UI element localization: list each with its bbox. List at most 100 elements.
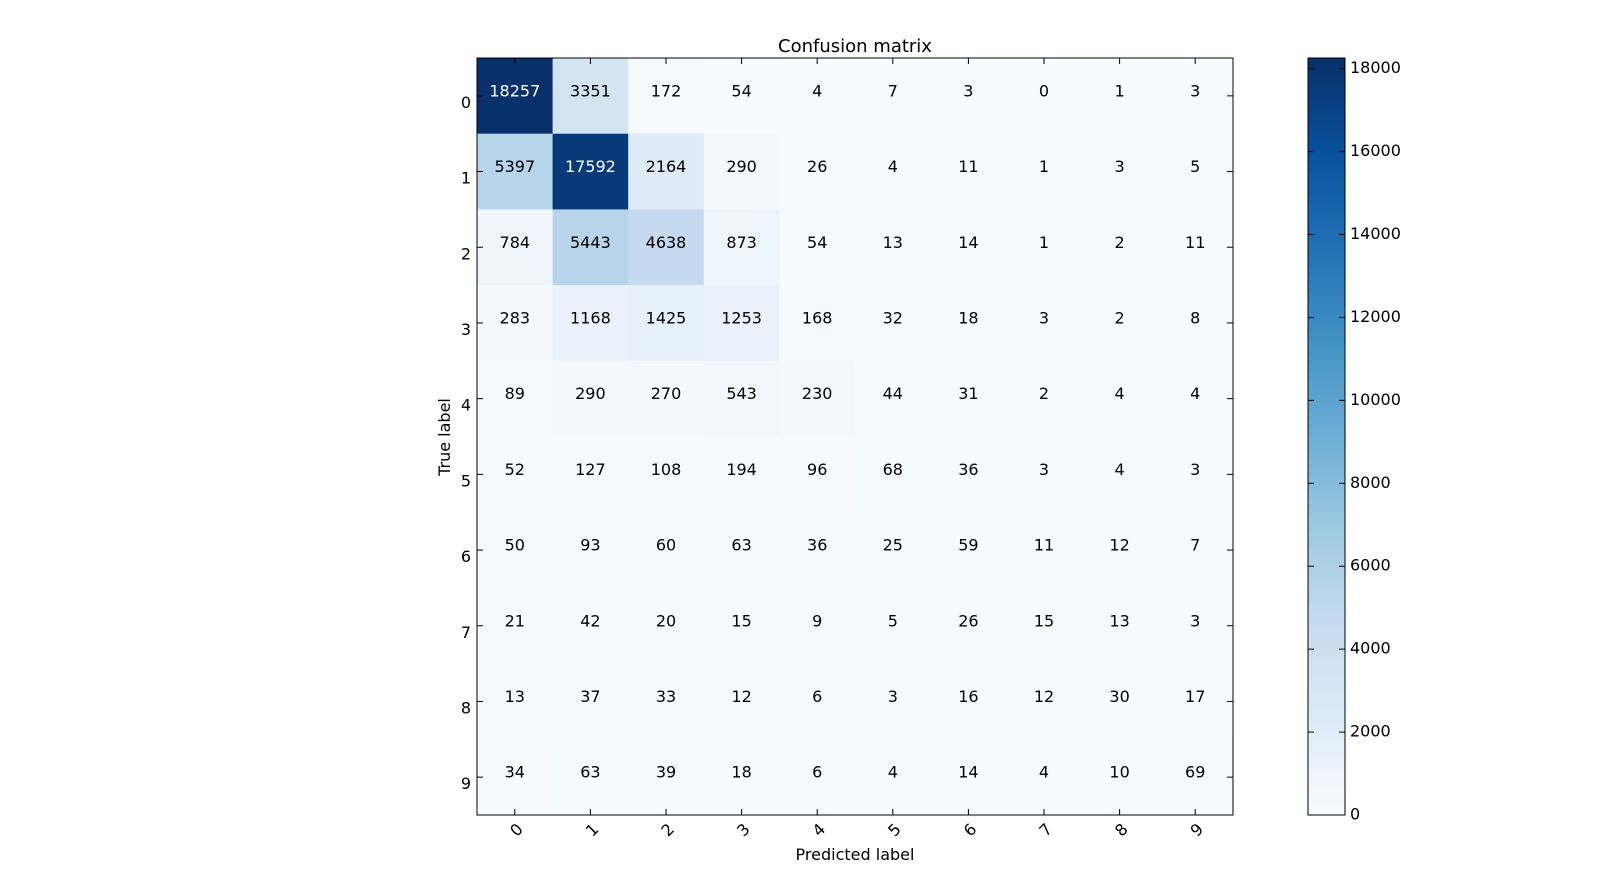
heatmap-cell xyxy=(1081,663,1158,740)
cell-value-label: 3 xyxy=(963,81,973,100)
cell-value-label: 18 xyxy=(731,763,751,782)
cell-value-label: 290 xyxy=(726,157,757,176)
heatmap-cell xyxy=(703,436,780,513)
heatmap-cell xyxy=(779,436,856,513)
cell-value-label: 60 xyxy=(656,536,676,555)
heatmap-cell xyxy=(1081,512,1158,589)
colorbar-ticks: 0 2000 4000 6000 8000 10000 12000 14000 16000 180… xyxy=(1308,58,1401,824)
cell-value-label: 1 xyxy=(1039,157,1049,176)
heatmap-cell xyxy=(552,739,629,816)
y-tick-label: 0 xyxy=(461,93,471,112)
heatmap-cell xyxy=(855,133,932,210)
cell-value-label: 0 xyxy=(1039,81,1049,100)
heatmap-cell xyxy=(703,285,780,362)
colorbar-tick-label: 16000 xyxy=(1350,141,1401,160)
heatmap-cell xyxy=(930,663,1007,740)
cell-value-label: 290 xyxy=(575,384,606,403)
heatmap-cell xyxy=(1157,133,1234,210)
cell-value-label: 69 xyxy=(1185,763,1205,782)
cell-value-label: 5 xyxy=(888,611,898,630)
heatmap-cell xyxy=(703,360,780,437)
cell-value-label: 168 xyxy=(802,308,833,327)
cell-value-label: 31 xyxy=(958,384,978,403)
cell-value-label: 3351 xyxy=(570,81,611,100)
colorbar-tick-label: 2000 xyxy=(1350,722,1391,741)
y-tick-label: 9 xyxy=(461,774,471,793)
cell-value-label: 34 xyxy=(505,763,525,782)
cell-value-label: 52 xyxy=(505,460,525,479)
x-tick-label: 0 xyxy=(506,820,527,841)
cell-value-label: 8 xyxy=(1190,308,1200,327)
heatmap-cell xyxy=(477,587,554,665)
cell-value-label: 9 xyxy=(812,611,822,630)
cell-value-label: 2 xyxy=(1039,384,1049,403)
heatmap-cell xyxy=(855,360,932,437)
heatmap-cell xyxy=(1006,133,1083,210)
cell-value-label: 25 xyxy=(883,536,903,555)
cell-value-label: 11 xyxy=(1034,536,1054,555)
heatmap-cell xyxy=(552,360,629,437)
heatmap-cell xyxy=(552,587,629,665)
heatmap-cell xyxy=(1006,663,1083,740)
cell-value-label: 4 xyxy=(812,81,822,100)
y-tick-label: 3 xyxy=(461,320,471,339)
x-tick-label: 5 xyxy=(884,820,905,841)
cell-value-label: 543 xyxy=(726,384,757,403)
heatmap-cell xyxy=(1006,58,1083,135)
cell-value-label: 3 xyxy=(1039,460,1049,479)
cell-value-label: 12 xyxy=(1109,536,1129,555)
heatmap-cell xyxy=(930,285,1007,362)
heatmap-cell xyxy=(628,360,705,437)
cell-value-label: 33 xyxy=(656,687,676,706)
cell-value-label: 26 xyxy=(958,611,978,630)
heatmap-cell xyxy=(930,209,1007,286)
heatmap-cell xyxy=(1157,663,1234,740)
cell-value-label: 13 xyxy=(883,233,903,252)
heatmap-cell xyxy=(477,209,554,286)
heatmap-cell xyxy=(779,663,856,740)
cell-value-label: 12 xyxy=(731,687,751,706)
heatmap-cell xyxy=(552,285,629,362)
cell-value-label: 230 xyxy=(802,384,833,403)
cell-value-label: 4638 xyxy=(646,233,687,252)
heatmap-cell xyxy=(779,58,856,135)
heatmap-cell xyxy=(703,587,780,665)
cell-value-label: 14 xyxy=(958,233,978,252)
cell-value-label: 17 xyxy=(1185,687,1205,706)
cell-value-label: 4 xyxy=(1039,763,1049,782)
y-tick-label: 2 xyxy=(461,244,471,263)
cell-value-label: 12 xyxy=(1034,687,1054,706)
cell-value-label: 30 xyxy=(1109,687,1129,706)
heatmap-cell xyxy=(1081,360,1158,437)
heatmap-cell xyxy=(477,663,554,740)
heatmap-cell xyxy=(628,587,705,665)
cell-value-label: 172 xyxy=(651,81,682,100)
cell-value-label: 89 xyxy=(505,384,525,403)
colorbar-tick-label: 14000 xyxy=(1350,224,1401,243)
cell-value-label: 15 xyxy=(1034,611,1054,630)
cell-value-label: 3 xyxy=(1039,308,1049,327)
y-tick-label: 8 xyxy=(461,698,471,717)
heatmap-cell xyxy=(703,739,780,816)
cell-value-label: 1253 xyxy=(721,308,762,327)
heatmap-cell xyxy=(477,360,554,437)
cell-value-label: 21 xyxy=(505,611,525,630)
cell-value-label: 3 xyxy=(1190,611,1200,630)
cell-value-label: 13 xyxy=(1109,611,1129,630)
heatmap-cell xyxy=(930,587,1007,665)
cell-value-label: 18257 xyxy=(489,81,540,100)
heatmap-cell xyxy=(855,58,932,135)
heatmap-cell xyxy=(477,285,554,362)
heatmap-cell xyxy=(703,209,780,286)
colorbar-tick-label: 18000 xyxy=(1350,58,1401,77)
heatmap-cell xyxy=(1006,209,1083,286)
heatmap-cell xyxy=(779,512,856,589)
heatmap-cell xyxy=(477,512,554,589)
heatmap-cell xyxy=(779,285,856,362)
heatmap-cell xyxy=(628,663,705,740)
cell-value-label: 63 xyxy=(731,536,751,555)
heatmap-cell xyxy=(1006,512,1083,589)
heatmap-cell xyxy=(855,512,932,589)
heatmap-cell xyxy=(1157,512,1234,589)
y-axis-label: True label xyxy=(435,398,454,477)
